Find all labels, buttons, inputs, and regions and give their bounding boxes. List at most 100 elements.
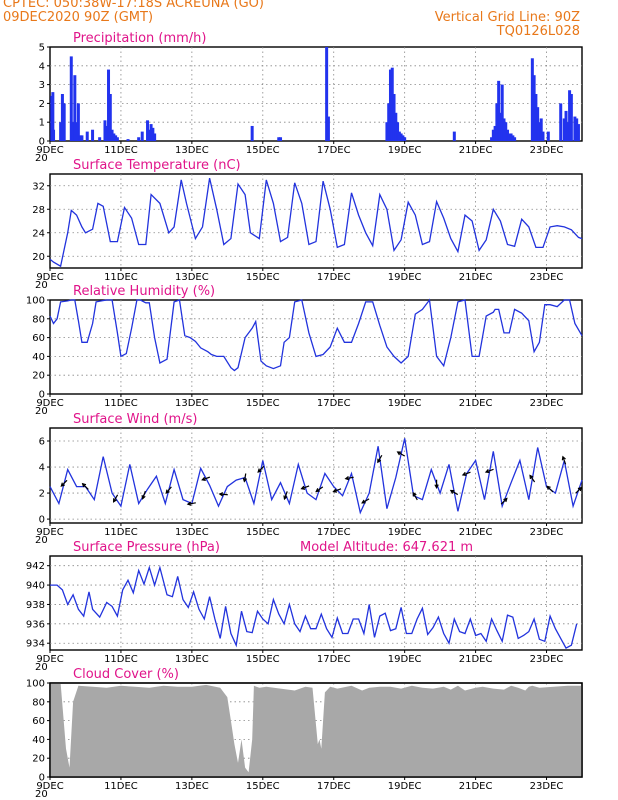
wind-arrow-head	[257, 468, 262, 473]
wind-arrow-head	[361, 499, 366, 504]
temp-title: Surface Temperature (nC)	[73, 158, 241, 173]
wind-arrow	[112, 494, 119, 503]
precip-bar	[568, 90, 572, 141]
header-station-line: CPTEC: 050:38W-17:18S ACREUNA (GO)	[3, 0, 264, 11]
cloud-ytick-label: 40	[32, 735, 45, 746]
wind-arrow	[484, 468, 494, 474]
wind-title: Surface Wind (m/s)	[73, 412, 197, 427]
press-series-line	[50, 565, 578, 649]
wind-arrow-shaft	[575, 487, 582, 494]
rh-ytick-label: 0	[39, 390, 45, 401]
precip-bar	[91, 129, 95, 141]
wind-arrow-shaft	[301, 485, 310, 490]
wind-arrow-head	[461, 471, 467, 477]
wind-arrow	[242, 473, 248, 483]
wind-arrow	[377, 454, 383, 464]
precip-bar	[546, 131, 550, 141]
wind-arrow-shaft	[546, 485, 554, 493]
rh-xtick-label: 13DEC	[175, 398, 209, 409]
wind-series-line	[49, 438, 583, 515]
wind-xtick-label: 9DEC	[36, 527, 63, 538]
precip-bar	[534, 94, 538, 141]
precip-bar	[390, 67, 394, 141]
temp-xtick-label: 13DEC	[175, 272, 209, 283]
precip-bar	[504, 122, 508, 141]
press-ytick-label: 938	[26, 600, 45, 611]
wind-arrow-shaft	[500, 498, 508, 505]
precip-bar	[147, 129, 151, 141]
wind-arrow-shaft	[142, 490, 146, 499]
wind-arrow-shaft	[462, 471, 471, 476]
wind-arrow-head	[484, 469, 490, 474]
cloud-xtick-label: 21DEC	[459, 781, 493, 792]
cloud-xtick-label: 13DEC	[175, 781, 209, 792]
rh-frame	[49, 299, 583, 395]
precip-bar	[539, 118, 543, 141]
precip-bar	[399, 133, 403, 141]
precip-xtick-label: 19DEC	[388, 145, 422, 156]
precip-bar	[107, 69, 111, 141]
precip-bar	[279, 137, 283, 141]
temp-xtick-label: 15DEC	[246, 272, 280, 283]
precip-bar	[385, 122, 389, 141]
precip-bar	[69, 56, 73, 141]
press-year-stub: 20	[35, 662, 48, 673]
precip-bar	[576, 124, 580, 141]
wind-arrow-shaft	[529, 475, 536, 483]
cloud-ytick-label: 0	[39, 773, 45, 784]
press-xtick-label: 11DEC	[104, 654, 138, 665]
wind-xtick-label: 17DEC	[317, 527, 351, 538]
precip-bar	[98, 137, 102, 141]
precip-bar	[541, 131, 545, 141]
rh-year-stub: 20	[35, 406, 48, 417]
press-xtick-label: 15DEC	[246, 654, 280, 665]
precip-bar	[153, 133, 157, 141]
precip-bar	[562, 118, 566, 141]
wind-arrow-shaft	[165, 486, 172, 494]
wind-arrow-head	[242, 477, 248, 483]
wind-arrow	[218, 492, 228, 497]
temp-ytick-label: 28	[32, 205, 45, 216]
rh-xtick-label: 23DEC	[530, 398, 564, 409]
precip-bar	[103, 120, 107, 141]
rh-ytick-label: 100	[26, 296, 45, 307]
temp-series-line	[49, 177, 583, 268]
wind-xtick-label: 15DEC	[246, 527, 280, 538]
rh-xtick-label: 11DEC	[104, 398, 138, 409]
wind-arrow-head	[377, 458, 382, 464]
precip-bar	[112, 133, 116, 141]
precip-bar	[497, 80, 501, 141]
temp-year-stub: 20	[35, 280, 48, 291]
wind-arrow-shaft	[361, 498, 370, 504]
temp-xtick-label: 11DEC	[104, 272, 138, 283]
precip-bar	[397, 131, 401, 141]
precip-bar	[62, 103, 66, 141]
precip-ytick-label: 0	[39, 137, 45, 148]
precip-bar	[502, 118, 506, 141]
precip-ytick-label: 5	[39, 43, 45, 54]
wind-arrow-shaft	[412, 492, 418, 501]
press-ytick-label: 936	[26, 619, 45, 630]
wind-xtick-label: 23DEC	[530, 527, 564, 538]
wind-arrow-head	[81, 482, 87, 488]
precip-bar	[151, 127, 155, 141]
rh-series-line	[49, 298, 583, 372]
wind-arrow-head	[503, 497, 508, 503]
cloud-area-fill	[50, 683, 582, 777]
precip-xtick-label: 21DEC	[459, 145, 493, 156]
precip-bar	[495, 103, 499, 141]
wind-arrow-shaft	[202, 476, 211, 481]
wind-xtick-label: 13DEC	[175, 527, 209, 538]
press-xtick-label: 21DEC	[459, 654, 493, 665]
precip-frame	[49, 46, 583, 142]
precip-bar	[564, 110, 568, 141]
precip-bar	[537, 122, 541, 141]
wind-xtick-label: 11DEC	[104, 527, 138, 538]
wind-arrow	[461, 471, 471, 477]
rh-xtick-label: 17DEC	[317, 398, 351, 409]
press-title: Surface Pressure (hPa)	[73, 540, 220, 555]
wind-arrow-head	[201, 476, 206, 481]
precip-bar	[490, 137, 494, 141]
temp-ytick-label: 24	[32, 228, 45, 239]
precip-bar	[325, 47, 329, 141]
